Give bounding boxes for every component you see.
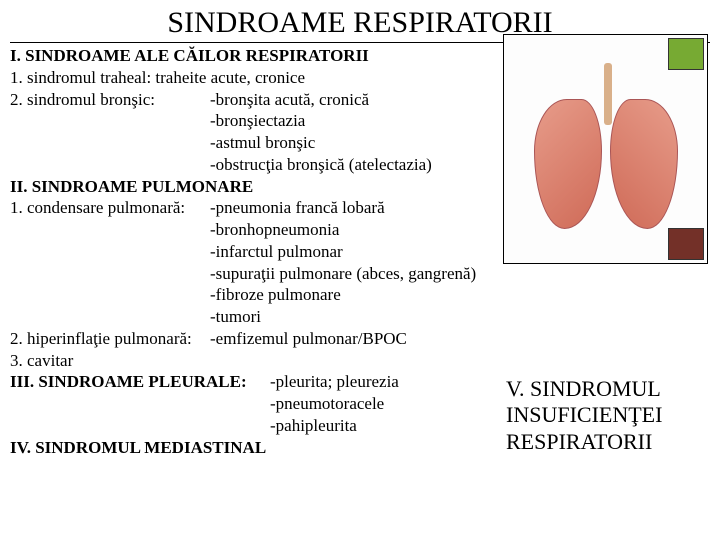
s2-item1-f: -tumori bbox=[10, 306, 710, 328]
s2-item1-label: 1. condensare pulmonară: bbox=[10, 197, 210, 219]
s3-a: -pleurita; pleurezia bbox=[270, 371, 399, 393]
section-3-heading: III. SINDROAME PLEURALE: bbox=[10, 371, 270, 393]
s1-item2-b: -bronşiectazia bbox=[10, 110, 710, 132]
s1-item2-label: 2. sindromul bronşic: bbox=[10, 89, 210, 111]
s2-item1-c: -infarctul pulmonar bbox=[10, 241, 710, 263]
s2-item1-b: -bronhopneumonia bbox=[10, 219, 710, 241]
s2-item2-label: 2. hiperinflaţie pulmonară: bbox=[10, 328, 210, 350]
s1-item1: 1. sindromul traheal: traheite acute, cr… bbox=[10, 67, 710, 89]
s2-item1-e: -fibroze pulmonare bbox=[10, 284, 710, 306]
section-1-heading: I. SINDROAME ALE CĂILOR RESPIRATORII bbox=[10, 45, 710, 67]
section-5: V. SINDROMUL INSUFICIENŢEI RESPIRATORII bbox=[506, 376, 706, 455]
s1-item2-d: -obstrucţia bronşică (atelectazia) bbox=[10, 154, 710, 176]
s5-line3: RESPIRATORII bbox=[506, 429, 706, 455]
s2-item2-a: -emfizemul pulmonar/BPOC bbox=[210, 328, 407, 350]
s5-line2: INSUFICIENŢEI bbox=[506, 402, 706, 428]
s2-item1-a: -pneumonia francă lobară bbox=[210, 197, 385, 219]
s5-line1: V. SINDROMUL bbox=[506, 376, 706, 402]
s2-item1-d: -supuraţii pulmonare (abces, gangrenă) bbox=[10, 263, 710, 285]
section-2-heading: II. SINDROAME PULMONARE bbox=[10, 176, 710, 198]
s1-item2-c: -astmul bronşic bbox=[10, 132, 710, 154]
s1-item2-a: -bronşita acută, cronică bbox=[210, 89, 369, 111]
s2-item3: 3. cavitar bbox=[10, 350, 710, 372]
